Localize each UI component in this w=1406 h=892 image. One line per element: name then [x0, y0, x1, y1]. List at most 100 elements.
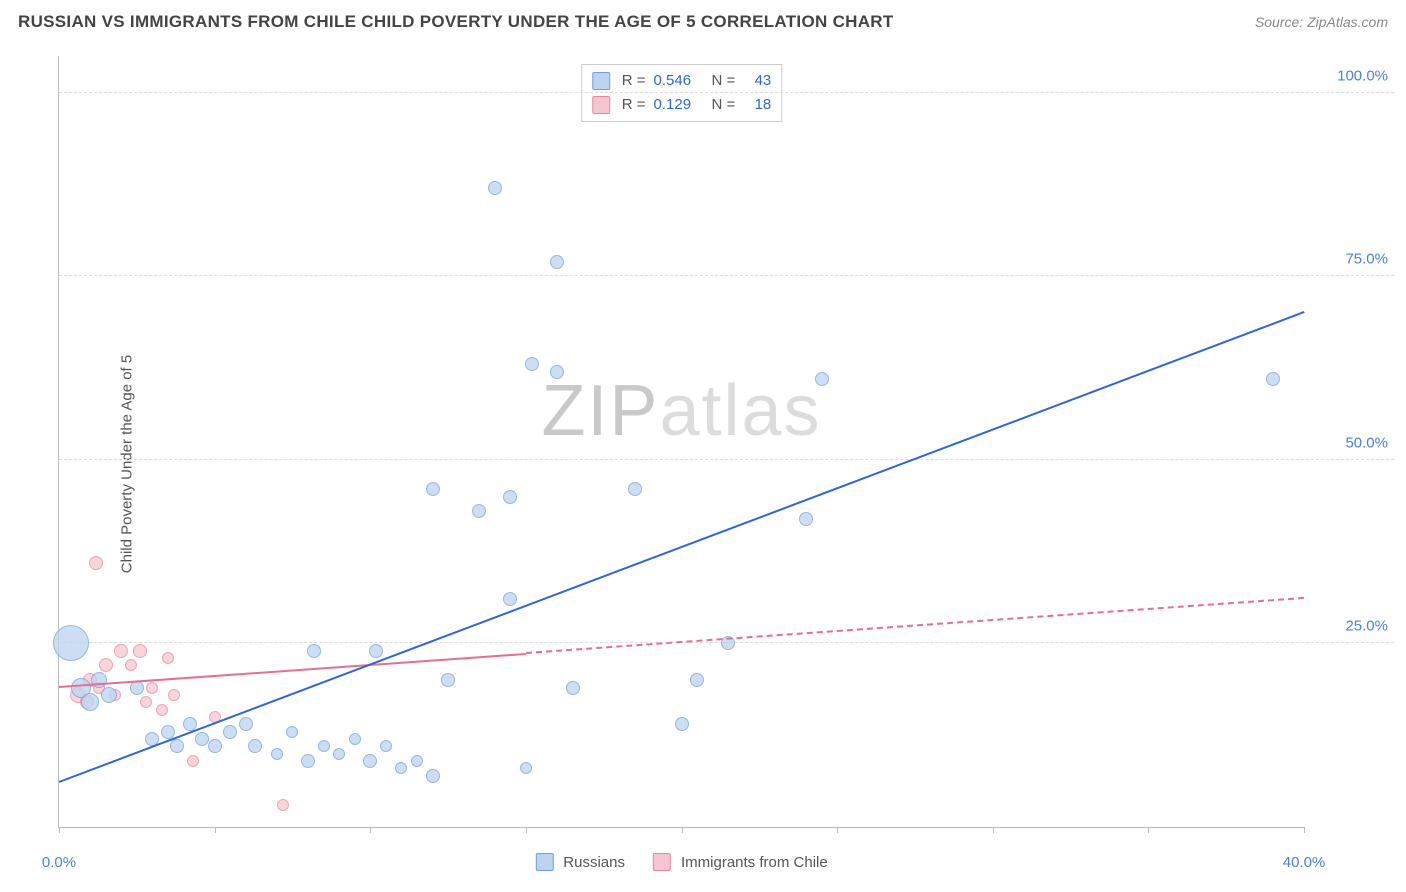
- data-point-russians: [690, 673, 704, 687]
- stat-n-value: 18: [743, 93, 771, 117]
- data-point-chile: [277, 799, 289, 811]
- stats-row: R = 0.546 N = 43: [592, 69, 772, 93]
- x-tick-label: 40.0%: [1283, 854, 1326, 871]
- chart-area: Child Poverty Under the Age of 5 ZIPatla…: [22, 48, 1394, 880]
- data-point-russians: [503, 592, 517, 606]
- data-point-chile: [99, 658, 113, 672]
- data-point-russians: [239, 717, 253, 731]
- data-point-chile: [146, 682, 158, 694]
- data-point-russians: [441, 673, 455, 687]
- data-point-russians: [333, 748, 345, 760]
- x-tick: [993, 827, 994, 833]
- chart-header: RUSSIAN VS IMMIGRANTS FROM CHILE CHILD P…: [0, 0, 1406, 40]
- data-point-chile: [133, 644, 147, 658]
- data-point-russians: [799, 512, 813, 526]
- x-tick: [59, 827, 60, 833]
- data-point-russians: [520, 762, 532, 774]
- data-point-russians: [550, 365, 564, 379]
- stats-legend-box: R = 0.546 N = 43 R = 0.129 N = 18: [581, 64, 783, 122]
- data-point-chile: [162, 652, 174, 664]
- data-point-russians: [91, 672, 107, 688]
- data-point-russians: [395, 762, 407, 774]
- source-label: Source:: [1255, 14, 1303, 30]
- data-point-russians: [426, 769, 440, 783]
- watermark: ZIPatlas: [541, 370, 821, 452]
- data-point-russians: [628, 482, 642, 496]
- data-point-russians: [815, 372, 829, 386]
- trend-line: [59, 311, 1305, 783]
- data-point-russians: [472, 504, 486, 518]
- data-point-russians: [81, 693, 99, 711]
- gridline-h: [59, 275, 1394, 276]
- data-point-russians: [369, 644, 383, 658]
- data-point-chile: [156, 704, 168, 716]
- source-attribution: Source: ZipAtlas.com: [1255, 14, 1388, 30]
- stat-n-label: N =: [712, 69, 736, 93]
- data-point-chile: [114, 644, 128, 658]
- data-point-russians: [101, 687, 117, 703]
- y-tick-label: 25.0%: [1345, 618, 1388, 635]
- plot-region: ZIPatlas R =0.546N =43R =0.129N =18 Russ…: [58, 56, 1304, 828]
- y-tick-label: 50.0%: [1345, 434, 1388, 451]
- x-tick: [370, 827, 371, 833]
- stats-row: R = 0.129 N = 18: [592, 93, 772, 117]
- data-point-russians: [318, 740, 330, 752]
- legend-item: Immigrants from Chile: [653, 853, 828, 871]
- y-tick-label: 100.0%: [1337, 67, 1388, 84]
- stat-r-value: 0.546: [654, 69, 704, 93]
- watermark-part1: ZIP: [541, 371, 659, 451]
- data-point-russians: [307, 644, 321, 658]
- data-point-russians: [426, 482, 440, 496]
- stat-n-label: N =: [712, 93, 736, 117]
- data-point-russians: [301, 754, 315, 768]
- data-point-chile: [89, 556, 103, 570]
- legend-item: Russians: [535, 853, 625, 871]
- data-point-russians: [223, 725, 237, 739]
- data-point-russians: [525, 357, 539, 371]
- data-point-russians: [248, 739, 262, 753]
- gridline-h: [59, 459, 1394, 460]
- x-tick: [1304, 827, 1305, 833]
- watermark-part2: atlas: [659, 371, 821, 451]
- data-point-russians: [675, 717, 689, 731]
- x-tick: [682, 827, 683, 833]
- legend-label: Immigrants from Chile: [681, 854, 828, 871]
- data-point-russians: [53, 625, 89, 661]
- x-tick: [837, 827, 838, 833]
- data-point-russians: [170, 739, 184, 753]
- legend-swatch: [653, 853, 671, 871]
- stat-r-label: R =: [622, 69, 646, 93]
- legend-swatch: [535, 853, 553, 871]
- stat-r-value: 0.129: [654, 93, 704, 117]
- legend-swatch: [592, 72, 610, 90]
- x-tick: [526, 827, 527, 833]
- chart-title: RUSSIAN VS IMMIGRANTS FROM CHILE CHILD P…: [18, 12, 894, 32]
- data-point-russians: [503, 490, 517, 504]
- data-point-russians: [161, 725, 175, 739]
- data-point-russians: [411, 755, 423, 767]
- data-point-russians: [380, 740, 392, 752]
- data-point-russians: [363, 754, 377, 768]
- data-point-russians: [349, 733, 361, 745]
- bottom-legend: Russians Immigrants from Chile: [535, 853, 827, 871]
- data-point-russians: [488, 181, 502, 195]
- gridline-h: [59, 92, 1394, 93]
- data-point-chile: [168, 689, 180, 701]
- data-point-russians: [286, 726, 298, 738]
- legend-swatch: [592, 96, 610, 114]
- data-point-russians: [208, 739, 222, 753]
- y-tick-label: 75.0%: [1345, 251, 1388, 268]
- stat-n-value: 43: [743, 69, 771, 93]
- data-point-chile: [125, 659, 137, 671]
- trend-line: [526, 597, 1304, 654]
- data-point-russians: [1266, 372, 1280, 386]
- data-point-chile: [140, 696, 152, 708]
- data-point-russians: [566, 681, 580, 695]
- data-point-chile: [187, 755, 199, 767]
- source-name: ZipAtlas.com: [1307, 14, 1388, 30]
- stat-r-label: R =: [622, 93, 646, 117]
- data-point-russians: [550, 255, 564, 269]
- x-tick: [215, 827, 216, 833]
- x-tick: [1148, 827, 1149, 833]
- legend-label: Russians: [563, 854, 625, 871]
